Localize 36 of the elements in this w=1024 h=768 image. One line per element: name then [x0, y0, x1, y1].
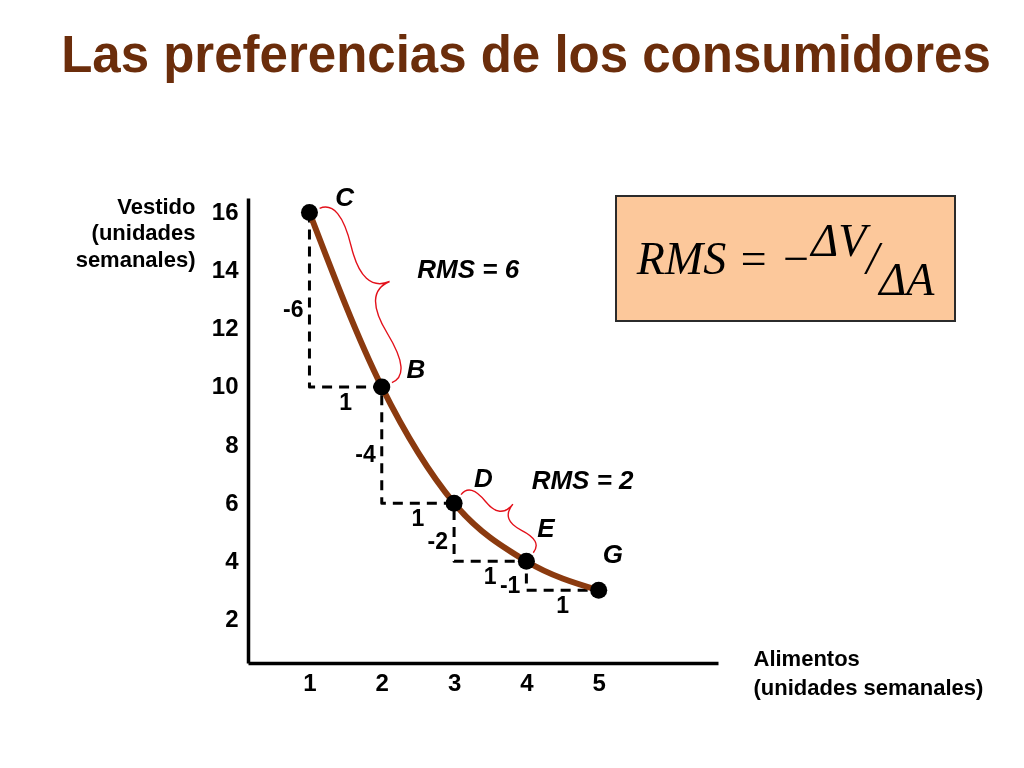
chart-title: Las preferencias de los consumidores — [61, 25, 991, 83]
y-tick-label: 8 — [225, 430, 239, 458]
y-tick-label: 6 — [225, 488, 239, 516]
x-tick-label: 3 — [447, 668, 462, 696]
annotation: B — [406, 353, 426, 384]
annotation: C — [335, 181, 356, 212]
y-tick-label: 4 — [225, 546, 240, 574]
annotation: -1 — [499, 571, 521, 598]
annotation: 1 — [556, 592, 570, 619]
point — [517, 552, 535, 570]
x-tick-label: 1 — [303, 668, 317, 696]
point — [590, 581, 608, 599]
y-tick-label: 16 — [211, 198, 239, 226]
annotation: G — [602, 539, 623, 570]
annotation: 1 — [339, 388, 353, 415]
y-axis-title: Vestido (unidades semanales) — [75, 193, 196, 272]
point — [373, 378, 391, 396]
x-axis-title: Alimentos (unidades semanales) — [753, 645, 984, 700]
y-tick-label: 14 — [211, 256, 240, 284]
annotation: RMS = 2 — [531, 464, 635, 495]
annotation: -4 — [355, 441, 376, 468]
point — [445, 494, 463, 512]
y-tick-label: 10 — [211, 372, 239, 400]
y-tick-label: 12 — [211, 314, 239, 342]
annotation: D — [473, 462, 493, 493]
x-tick-label: 5 — [592, 668, 606, 696]
annotation: RMS = 6 — [417, 253, 520, 284]
x-tick-label: 2 — [375, 668, 389, 696]
annotation: E — [537, 512, 556, 543]
y-tick-label: 2 — [225, 604, 239, 632]
annotation: 1 — [483, 563, 497, 590]
point — [300, 204, 318, 222]
annotation: -2 — [427, 528, 449, 555]
x-tick-label: 4 — [520, 668, 535, 696]
annotation: -6 — [283, 295, 304, 322]
annotation: 1 — [411, 505, 425, 532]
